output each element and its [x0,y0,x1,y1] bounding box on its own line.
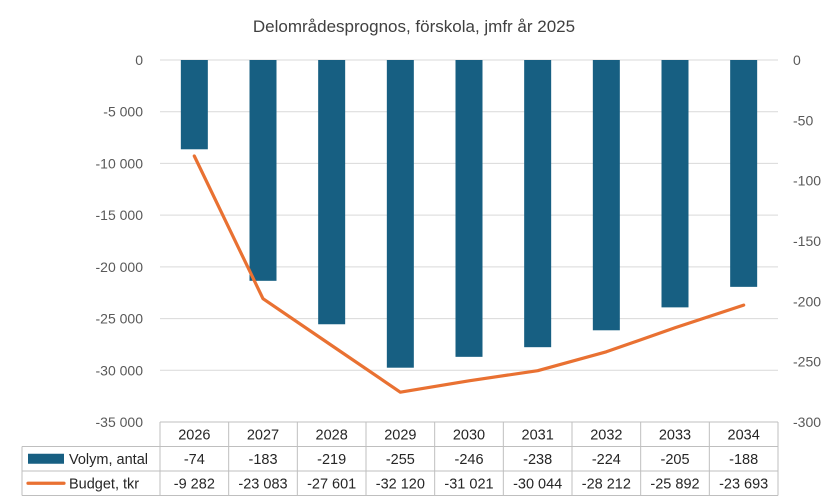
table-cell: -224 [592,452,621,468]
legend-swatch-volume [28,453,64,464]
right-tick-label: -250 [793,354,821,370]
table-cell: -31 021 [444,476,493,492]
chart-title: Delområdesprognos, förskola, jmfr år 202… [253,17,575,36]
volume-bar [730,60,758,287]
volume-bar [661,60,689,308]
volume-bars [180,60,758,368]
right-tick-label: -50 [793,112,813,128]
right-tick-label: 0 [793,52,801,68]
volume-bar [592,60,620,331]
category-label: 2028 [316,427,348,443]
volume-bar [318,60,346,325]
table-cell: -25 892 [650,476,699,492]
left-tick-label: 0 [135,52,143,68]
volume-bar [386,60,414,368]
category-label: 2032 [590,427,622,443]
budget-line [192,154,746,394]
legend-label: Budget, tkr [69,476,139,492]
volume-bar [455,60,483,357]
right-tick-label: -300 [793,414,821,430]
category-label: 2034 [728,427,760,443]
left-tick-label: -15 000 [96,207,144,223]
volume-bar [180,60,208,150]
category-label: 2027 [247,427,279,443]
left-tick-label: -35 000 [96,414,144,430]
table-cell: -183 [248,452,277,468]
table-cell: -219 [317,452,346,468]
left-tick-label: -30 000 [96,362,144,378]
left-tick-label: -10 000 [96,155,144,171]
table-cell: -74 [184,452,205,468]
right-tick-label: -150 [793,233,821,249]
category-label: 2031 [522,427,554,443]
table-cell: -27 601 [307,476,356,492]
category-label: 2030 [453,427,485,443]
volume-bar [524,60,552,348]
budget-line-path [192,154,746,394]
category-label: 2033 [659,427,691,443]
legend-label: Volym, antal [69,452,148,468]
right-tick-label: -100 [793,173,821,189]
left-tick-label: -5 000 [103,104,143,120]
table-cell: -28 212 [582,476,631,492]
volume-bar [249,60,277,281]
right-axis: 0 -50 -100 -150 -200 -250 -300 [793,52,821,430]
table-cell: -238 [523,452,552,468]
category-label: 2029 [384,427,416,443]
table-cell: -188 [729,452,758,468]
data-table: 2026 2027 2028 2029 2030 2031 2032 2033 2034 Voly… [21,421,779,496]
table-cell: -23 083 [238,476,287,492]
table-cell: -32 120 [376,476,425,492]
table-cell: -246 [454,452,483,468]
left-axis: 0 -5 000 -10 000 -15 000 -20 000 -25 000 -30 0… [96,52,144,430]
right-tick-label: -200 [793,293,821,309]
category-label: 2026 [178,427,210,443]
table-cell: -205 [660,452,689,468]
table-cell: -255 [386,452,415,468]
left-tick-label: -25 000 [96,311,144,327]
left-tick-label: -20 000 [96,259,144,275]
table-cell: -9 282 [174,476,215,492]
table-cell: -30 044 [513,476,562,492]
table-cell: -23 693 [719,476,768,492]
